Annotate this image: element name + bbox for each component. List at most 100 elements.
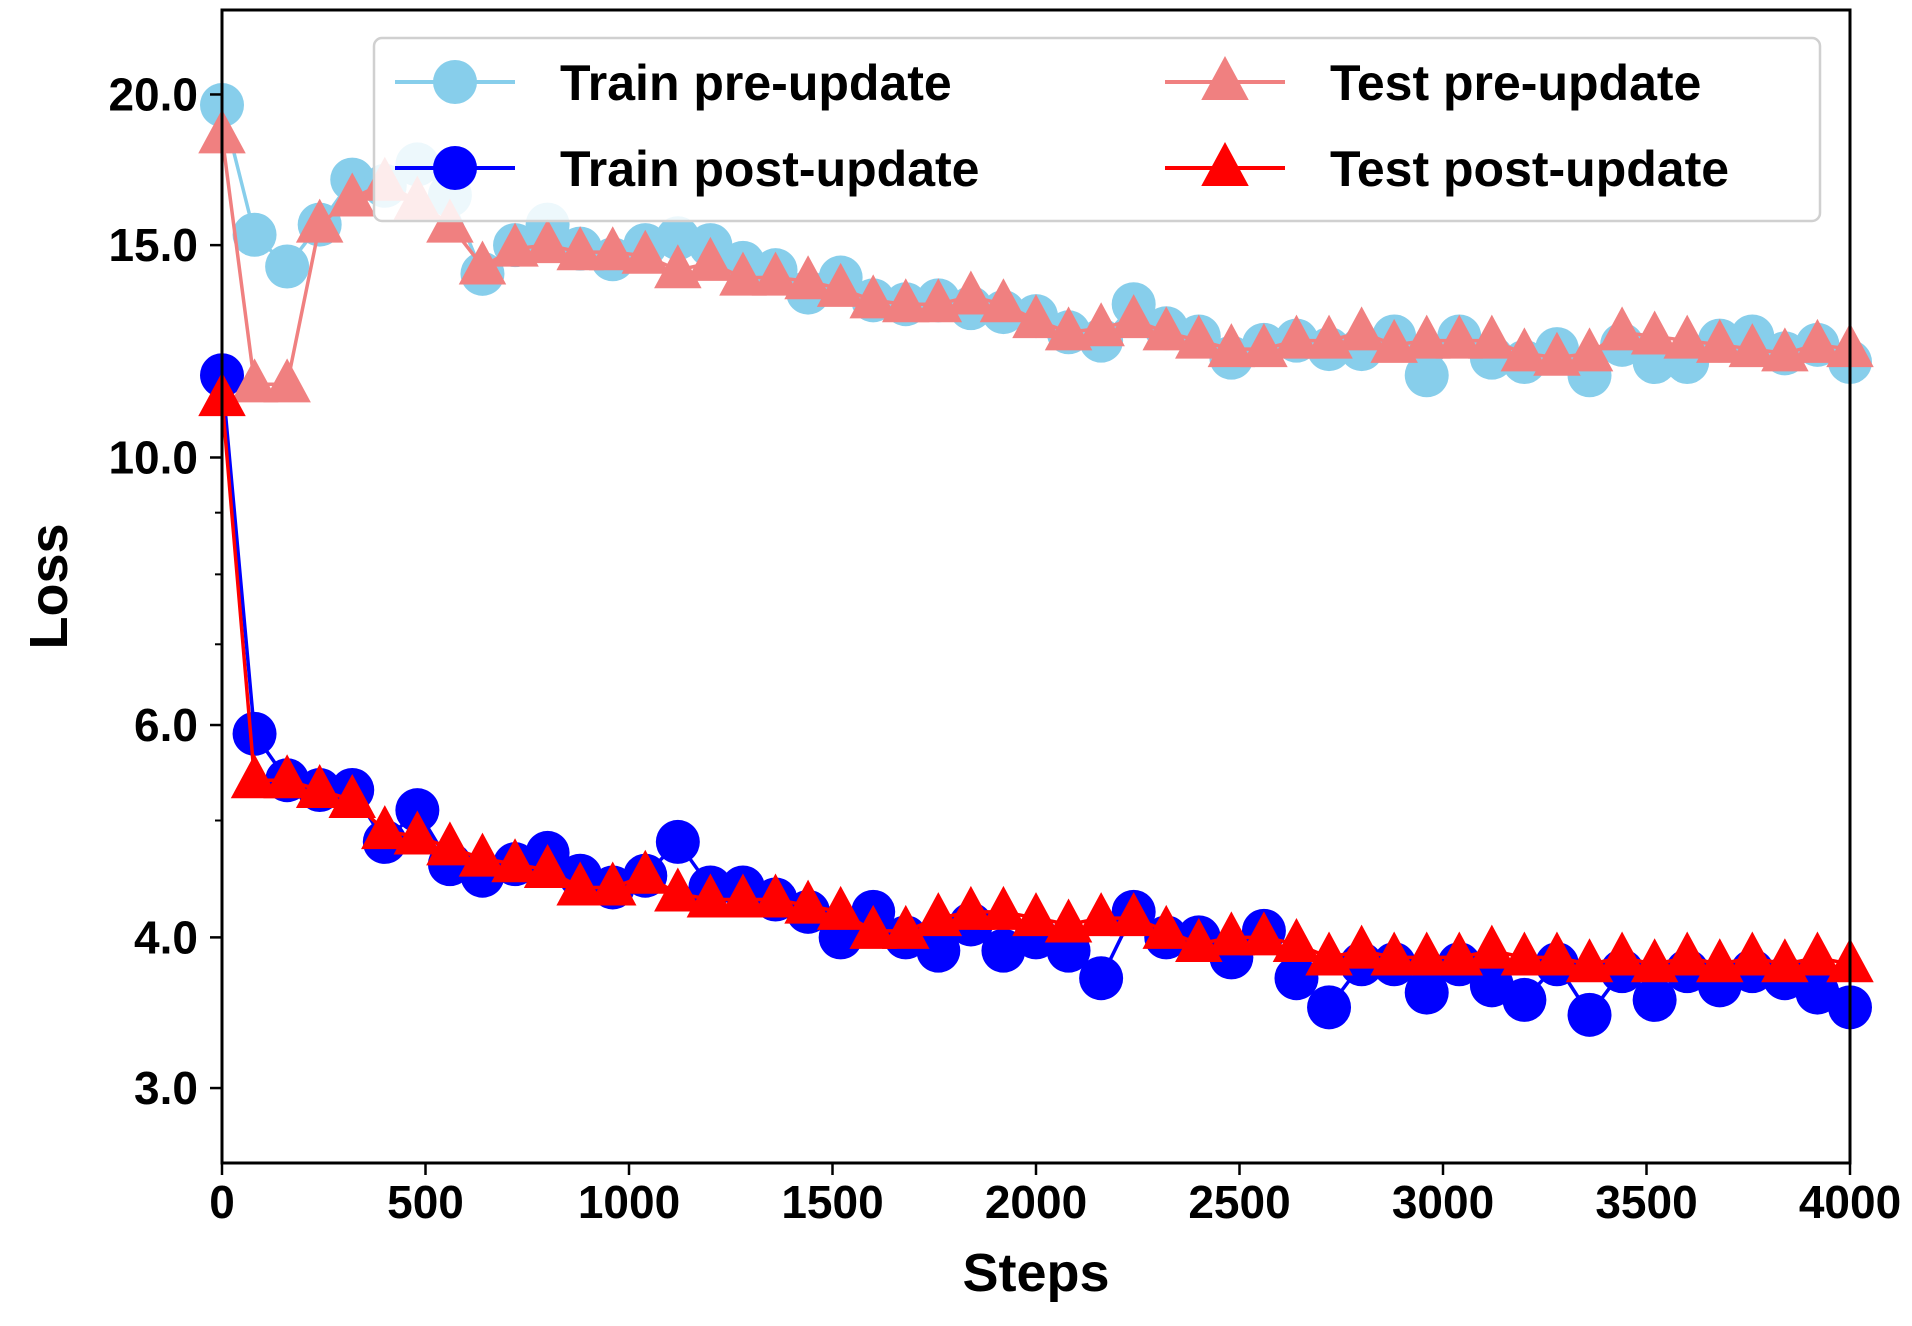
- data-point: [1012, 892, 1060, 937]
- y-axis-label: Loss: [19, 523, 79, 649]
- data-point: [1500, 931, 1549, 976]
- data-point: [751, 251, 800, 296]
- data-point: [719, 251, 767, 296]
- data-point: [1370, 318, 1418, 363]
- x-axis-label: Steps: [962, 1243, 1109, 1303]
- data-point: [426, 821, 474, 866]
- data-point: [458, 240, 507, 285]
- x-tick-label: 2000: [985, 1176, 1087, 1228]
- data-point: [393, 810, 442, 855]
- x-tick-label: 0: [209, 1176, 235, 1228]
- data-point: [588, 226, 637, 271]
- data-point: [1079, 956, 1124, 1001]
- data-point: [1207, 323, 1256, 368]
- data-point: [1142, 904, 1190, 949]
- series-test-post-update: [198, 372, 1874, 983]
- data-point: [1567, 992, 1612, 1037]
- data-point: [1109, 294, 1158, 339]
- data-point: [232, 212, 277, 257]
- data-point: [232, 711, 277, 756]
- y-tick-label: 20.0: [108, 68, 198, 120]
- data-point: [1337, 924, 1386, 969]
- data-point: [1468, 924, 1516, 969]
- legend-label: Test post-update: [1330, 141, 1729, 197]
- data-point: [295, 198, 344, 243]
- y-tick-label: 15.0: [108, 219, 198, 271]
- data-point: [265, 244, 310, 289]
- legend: Train pre-update Train post-update Test pr…: [372, 36, 1822, 223]
- y-tick-label: 6.0: [134, 699, 198, 751]
- legend-marker: [433, 60, 477, 104]
- data-point: [947, 885, 995, 930]
- data-point: [1435, 314, 1484, 359]
- data-point: [491, 222, 539, 267]
- data-point: [1272, 918, 1321, 963]
- x-tick-label: 1000: [578, 1176, 680, 1228]
- data-point: [1533, 331, 1581, 376]
- legend-marker: [1201, 142, 1249, 187]
- data-point: [621, 849, 670, 894]
- data-point: [882, 278, 930, 323]
- data-point: [1663, 931, 1711, 976]
- series-test-pre-update: [198, 109, 1874, 403]
- data-point: [1793, 318, 1842, 363]
- data-point: [328, 172, 376, 217]
- data-point: [849, 904, 897, 949]
- data-point: [230, 754, 279, 799]
- data-point: [1402, 314, 1451, 359]
- data-point: [654, 867, 702, 912]
- data-point: [263, 358, 311, 403]
- x-tick-label: 500: [387, 1176, 464, 1228]
- data-point: [655, 819, 700, 864]
- legend-box: [372, 36, 1822, 223]
- data-point: [621, 229, 670, 274]
- data-point: [1175, 314, 1223, 359]
- data-point: [1468, 314, 1516, 359]
- y-tick-label: 4.0: [134, 911, 198, 963]
- data-point: [1274, 956, 1319, 1001]
- data-point: [1598, 931, 1646, 976]
- data-point: [263, 754, 311, 799]
- y-tick-label: 3.0: [134, 1062, 198, 1114]
- data-point: [784, 255, 832, 300]
- data-point: [1370, 931, 1418, 976]
- x-tick-label: 3000: [1392, 1176, 1494, 1228]
- data-point: [1077, 892, 1125, 937]
- data-point: [1793, 931, 1842, 976]
- data-point: [523, 843, 572, 888]
- legend-item: Train pre-update: [395, 55, 952, 111]
- data-point: [784, 879, 832, 924]
- data-point: [1207, 911, 1256, 956]
- y-axis: 3.0 4.0 6.0 10.0 15.0 20.0: [108, 68, 222, 1114]
- data-point: [1630, 310, 1679, 355]
- data-point: [230, 358, 279, 403]
- data-point: [1696, 318, 1744, 363]
- data-point: [686, 873, 735, 918]
- data-point: [395, 788, 440, 833]
- legend-item: Train post-update: [395, 141, 979, 197]
- data-point: [1012, 294, 1060, 339]
- legend-item: Test pre-update: [1165, 55, 1701, 111]
- data-point: [1337, 306, 1386, 351]
- data-point: [979, 278, 1028, 323]
- legend-marker: [1201, 56, 1249, 101]
- data-point: [816, 885, 865, 930]
- data-point: [1502, 977, 1547, 1022]
- data-point: [947, 270, 995, 315]
- data-point: [556, 226, 604, 271]
- data-point: [328, 774, 376, 819]
- data-point: [979, 885, 1028, 930]
- data-point: [719, 873, 767, 918]
- data-point: [361, 805, 409, 850]
- data-point: [1728, 931, 1777, 976]
- data-point: [1240, 911, 1288, 956]
- data-point: [491, 838, 539, 883]
- data-point: [686, 236, 735, 281]
- data-point: [588, 861, 637, 906]
- data-point: [523, 219, 572, 264]
- x-tick-label: 4000: [1799, 1176, 1901, 1228]
- data-point: [1533, 931, 1581, 976]
- data-point: [882, 904, 930, 949]
- x-axis: 0 500 1000 1500 2000 2500 3000 3500 4000: [209, 1163, 1901, 1228]
